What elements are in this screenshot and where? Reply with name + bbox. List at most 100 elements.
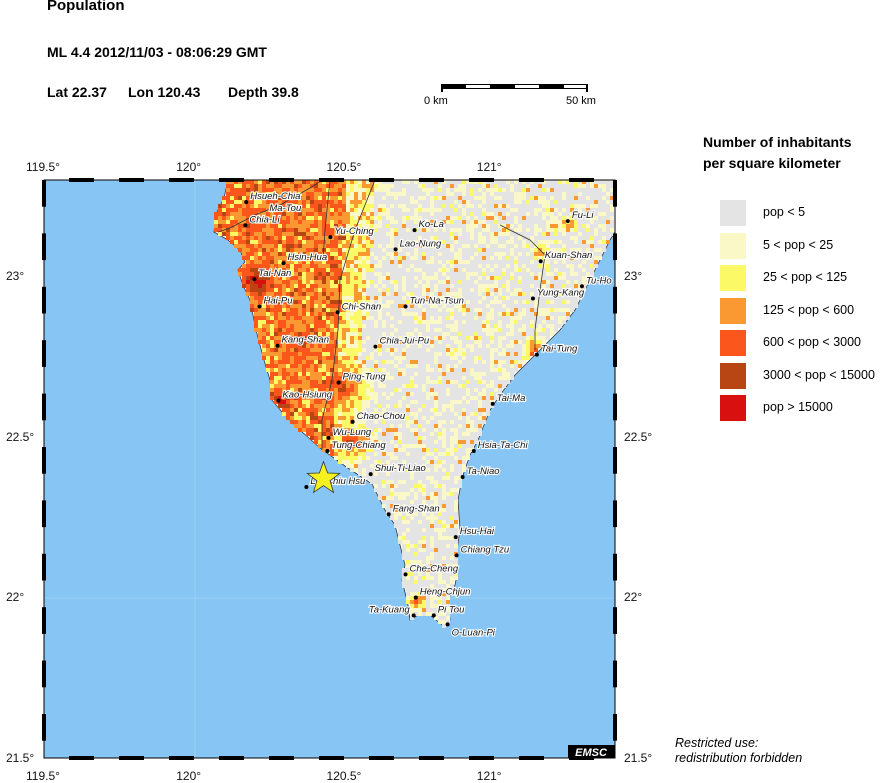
- population-cell: [518, 320, 522, 324]
- population-cell: [278, 336, 282, 340]
- population-cell: [546, 276, 550, 280]
- population-cell: [462, 312, 466, 316]
- population-cell: [482, 212, 486, 216]
- population-cell: [458, 248, 462, 252]
- population-cell: [338, 356, 342, 360]
- population-cell: [298, 380, 302, 384]
- population-cell: [354, 316, 358, 320]
- population-cell: [390, 416, 394, 420]
- population-cell: [314, 360, 318, 364]
- population-cell: [354, 216, 358, 220]
- population-cell: [494, 252, 498, 256]
- population-cell: [418, 344, 422, 348]
- population-cell: [282, 284, 286, 288]
- population-cell: [466, 352, 470, 356]
- population-cell: [450, 404, 454, 408]
- population-cell: [550, 216, 554, 220]
- population-cell: [274, 396, 278, 400]
- population-cell: [374, 324, 378, 328]
- population-cell: [526, 276, 530, 280]
- population-cell: [266, 348, 270, 352]
- population-cell: [322, 384, 326, 388]
- population-cell: [450, 420, 454, 424]
- population-cell: [566, 312, 570, 316]
- population-cell: [310, 432, 314, 436]
- population-cell: [346, 216, 350, 220]
- population-cell: [534, 324, 538, 328]
- population-cell: [534, 188, 538, 192]
- population-cell: [470, 268, 474, 272]
- population-cell: [370, 220, 374, 224]
- population-cell: [426, 264, 430, 268]
- population-cell: [386, 316, 390, 320]
- population-cell: [394, 376, 398, 380]
- population-cell: [470, 352, 474, 356]
- population-cell: [290, 396, 294, 400]
- population-cell: [462, 236, 466, 240]
- population-cell: [514, 308, 518, 312]
- population-cell: [578, 232, 582, 236]
- population-cell: [370, 336, 374, 340]
- population-cell: [498, 284, 502, 288]
- population-cell: [326, 216, 330, 220]
- population-cell: [362, 252, 366, 256]
- population-cell: [326, 292, 330, 296]
- population-cell: [542, 264, 546, 268]
- population-cell: [394, 424, 398, 428]
- population-cell: [438, 384, 442, 388]
- population-cell: [434, 332, 438, 336]
- population-cell: [346, 320, 350, 324]
- population-cell: [442, 324, 446, 328]
- population-cell: [230, 204, 234, 208]
- population-cell: [418, 268, 422, 272]
- population-cell: [294, 204, 298, 208]
- population-cell: [514, 360, 518, 364]
- population-cell: [490, 248, 494, 252]
- population-cell: [430, 252, 434, 256]
- population-cell: [274, 392, 278, 396]
- population-cell: [598, 212, 602, 216]
- population-cell: [406, 192, 410, 196]
- population-cell: [294, 324, 298, 328]
- population-cell: [414, 420, 418, 424]
- population-cell: [410, 208, 414, 212]
- population-cell: [378, 208, 382, 212]
- population-cell: [338, 308, 342, 312]
- population-cell: [358, 260, 362, 264]
- population-cell: [386, 424, 390, 428]
- population-cell: [262, 312, 266, 316]
- population-cell: [562, 268, 566, 272]
- population-cell: [570, 208, 574, 212]
- population-cell: [494, 216, 498, 220]
- population-cell: [294, 312, 298, 316]
- population-cell: [442, 396, 446, 400]
- population-cell: [378, 324, 382, 328]
- population-cell: [286, 188, 290, 192]
- population-cell: [558, 208, 562, 212]
- population-cell: [410, 216, 414, 220]
- population-cell: [302, 200, 306, 204]
- population-cell: [394, 180, 398, 184]
- population-cell: [390, 264, 394, 268]
- population-cell: [458, 260, 462, 264]
- population-cell: [346, 412, 350, 416]
- population-cell: [446, 360, 450, 364]
- population-cell: [466, 348, 470, 352]
- population-cell: [562, 184, 566, 188]
- population-cell: [422, 408, 426, 412]
- population-cell: [454, 216, 458, 220]
- population-cell: [474, 188, 478, 192]
- population-cell: [430, 412, 434, 416]
- population-cell: [462, 348, 466, 352]
- population-cell: [354, 248, 358, 252]
- population-cell: [442, 224, 446, 228]
- population-cell: [574, 220, 578, 224]
- population-cell: [366, 200, 370, 204]
- population-cell: [334, 300, 338, 304]
- population-cell: [474, 372, 478, 376]
- population-cell: [574, 256, 578, 260]
- population-cell: [354, 232, 358, 236]
- population-cell: [498, 340, 502, 344]
- population-cell: [294, 240, 298, 244]
- population-cell: [530, 220, 534, 224]
